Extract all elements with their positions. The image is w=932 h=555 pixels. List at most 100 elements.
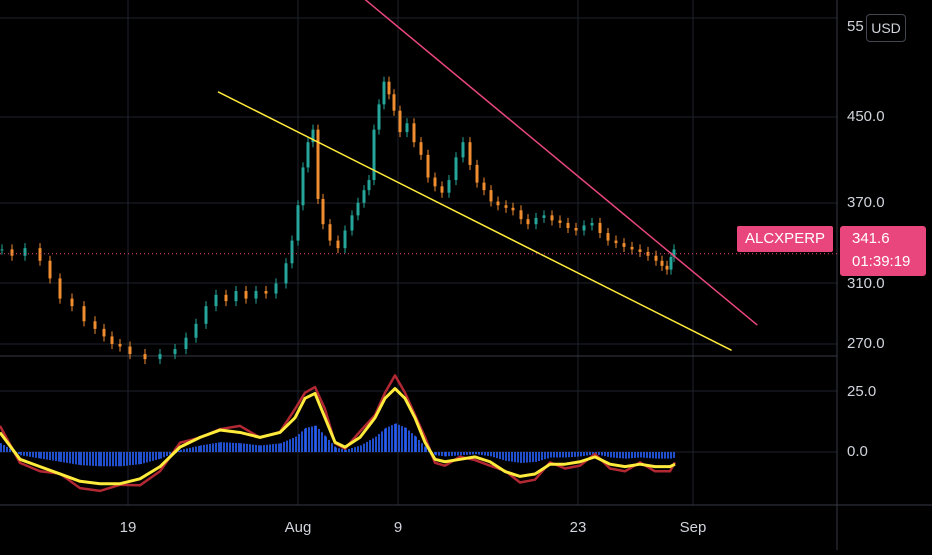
osc-histogram-bar bbox=[149, 452, 151, 462]
osc-histogram-bar bbox=[496, 452, 498, 459]
osc-histogram-bar bbox=[280, 443, 282, 452]
osc-histogram-bar bbox=[106, 452, 108, 467]
osc-histogram-bar bbox=[158, 452, 160, 460]
osc-histogram-bar bbox=[315, 425, 317, 452]
osc-histogram-bar bbox=[559, 452, 561, 458]
osc-histogram-bar bbox=[523, 452, 525, 463]
symbol-tag: ALCXPERP bbox=[737, 226, 834, 252]
osc-histogram-bar bbox=[52, 452, 54, 461]
candle-body bbox=[336, 240, 340, 249]
candle-body bbox=[254, 291, 258, 299]
osc-histogram-bar bbox=[502, 452, 504, 460]
y-tick-label: 310.0 bbox=[847, 275, 885, 292]
candle-body bbox=[412, 123, 416, 143]
osc-histogram-bar bbox=[58, 452, 60, 462]
osc-histogram-bar bbox=[301, 431, 303, 452]
osc-histogram-bar bbox=[160, 452, 162, 459]
osc-histogram-bar bbox=[408, 430, 410, 452]
candle-body bbox=[582, 225, 586, 231]
osc-histogram-bar bbox=[129, 452, 131, 466]
osc-histogram-bar bbox=[369, 440, 371, 452]
osc-histogram-bar bbox=[375, 436, 377, 452]
osc-histogram-bar bbox=[63, 452, 65, 463]
osc-histogram-bar bbox=[505, 452, 507, 461]
candle-body bbox=[316, 129, 320, 199]
osc-histogram-bar bbox=[92, 452, 94, 466]
candle-body bbox=[110, 336, 114, 344]
candle-body bbox=[550, 215, 554, 221]
osc-histogram-bar bbox=[292, 437, 294, 452]
osc-histogram-bar bbox=[140, 452, 142, 465]
osc-histogram-bar bbox=[78, 452, 80, 465]
candle-body bbox=[306, 142, 310, 168]
osc-histogram-bar bbox=[32, 452, 34, 458]
candle-body bbox=[598, 222, 602, 234]
osc-histogram-bar bbox=[35, 452, 37, 458]
osc-histogram-bar bbox=[664, 452, 666, 459]
osc-histogram-bar bbox=[348, 448, 350, 452]
candle-body bbox=[519, 210, 523, 220]
osc-histogram-bar bbox=[381, 431, 383, 452]
candle-body bbox=[204, 306, 208, 324]
osc-histogram-bar bbox=[351, 448, 353, 452]
osc-histogram-bar bbox=[18, 452, 20, 455]
resistance-trendline bbox=[364, 0, 758, 326]
osc-histogram-bar bbox=[556, 452, 558, 458]
osc-histogram-bar bbox=[592, 452, 594, 455]
candle-body bbox=[630, 246, 634, 250]
osc-histogram-bar bbox=[673, 452, 675, 458]
candle-body bbox=[350, 215, 354, 231]
osc-histogram-bar bbox=[341, 448, 343, 452]
osc-histogram-bar bbox=[475, 452, 477, 455]
candle-body bbox=[274, 283, 278, 294]
osc-histogram-bar bbox=[166, 452, 168, 456]
osc-histogram-bar bbox=[616, 452, 618, 458]
y-tick-label: 370.0 bbox=[847, 194, 885, 211]
candle-body bbox=[0, 249, 4, 251]
x-tick-label: Sep bbox=[679, 519, 707, 536]
osc-histogram-bar bbox=[123, 452, 125, 466]
osc-histogram-bar bbox=[283, 441, 285, 452]
osc-histogram-bar bbox=[415, 436, 417, 452]
osc-histogram-bar bbox=[544, 452, 546, 460]
osc-histogram-bar bbox=[646, 452, 648, 458]
osc-histogram-bar bbox=[43, 452, 45, 460]
osc-histogram-bar bbox=[9, 448, 11, 452]
osc-histogram-bar bbox=[255, 444, 257, 452]
osc-histogram-bar bbox=[574, 452, 576, 457]
osc-histogram-bar bbox=[100, 452, 102, 467]
osc-histogram-bar bbox=[335, 447, 337, 452]
osc-histogram-bar bbox=[652, 452, 654, 459]
candle-body bbox=[475, 164, 479, 183]
osc-histogram-bar bbox=[263, 445, 265, 452]
osc-histogram-bar bbox=[132, 452, 134, 465]
x-tick-label: Aug bbox=[284, 519, 312, 536]
osc-histogram-bar bbox=[655, 452, 657, 459]
candle-body bbox=[433, 177, 437, 187]
osc-histogram-bar bbox=[481, 452, 483, 456]
osc-histogram-bar bbox=[198, 445, 200, 452]
osc-histogram-bar bbox=[517, 452, 519, 463]
osc-histogram-bar bbox=[529, 452, 531, 463]
osc-histogram-bar bbox=[215, 442, 217, 452]
osc-histogram-bar bbox=[628, 452, 630, 459]
osc-histogram-bar bbox=[3, 445, 5, 452]
osc-histogram-bar bbox=[189, 447, 191, 452]
osc-histogram-bar bbox=[200, 445, 202, 452]
osc-histogram-bar bbox=[115, 452, 117, 467]
currency-button[interactable]: USD bbox=[866, 14, 906, 42]
osc-histogram-bar bbox=[66, 452, 68, 463]
osc-histogram-bar bbox=[286, 440, 288, 452]
osc-histogram-bar bbox=[538, 452, 540, 462]
osc-histogram-bar bbox=[235, 442, 237, 452]
osc-histogram-bar bbox=[240, 443, 242, 452]
candle-body bbox=[38, 248, 42, 261]
candle-body bbox=[534, 217, 538, 225]
candle-body bbox=[496, 201, 500, 206]
osc-histogram-bar bbox=[487, 452, 489, 456]
candle-body bbox=[296, 205, 300, 241]
osc-histogram-bar bbox=[508, 452, 510, 462]
candle-body bbox=[489, 190, 493, 202]
